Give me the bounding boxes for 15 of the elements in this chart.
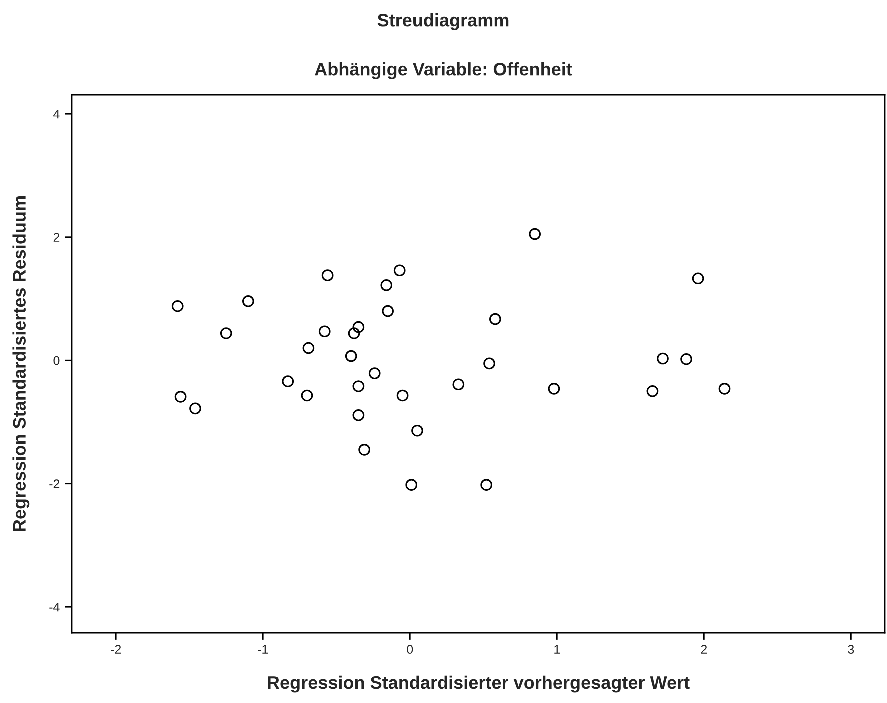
x-tick-label: 3 xyxy=(848,645,854,654)
x-tick-label: -1 xyxy=(258,645,268,654)
y-tick-label: 0 xyxy=(54,356,60,366)
y-tick-label: 4 xyxy=(54,110,60,119)
y-tick-label: -4 xyxy=(50,603,60,612)
y-tick-label: -2 xyxy=(50,480,60,488)
x-tick-label: -2 xyxy=(111,645,122,654)
x-axis-title: Regression Standardisierter vorhergesagter Wert xyxy=(268,676,690,693)
y-tick-label: 2 xyxy=(54,233,60,242)
x-tick-label: 2 xyxy=(701,645,708,654)
x-tick-label: 1 xyxy=(554,645,560,654)
x-tick-label: 0 xyxy=(407,645,414,654)
chart-subtitle: Abhängige Variable: Offenheit xyxy=(315,62,572,80)
chart-title: Streudiagramm xyxy=(378,14,509,30)
y-axis-title: Regression Standardisiertes Residuum xyxy=(12,196,30,532)
